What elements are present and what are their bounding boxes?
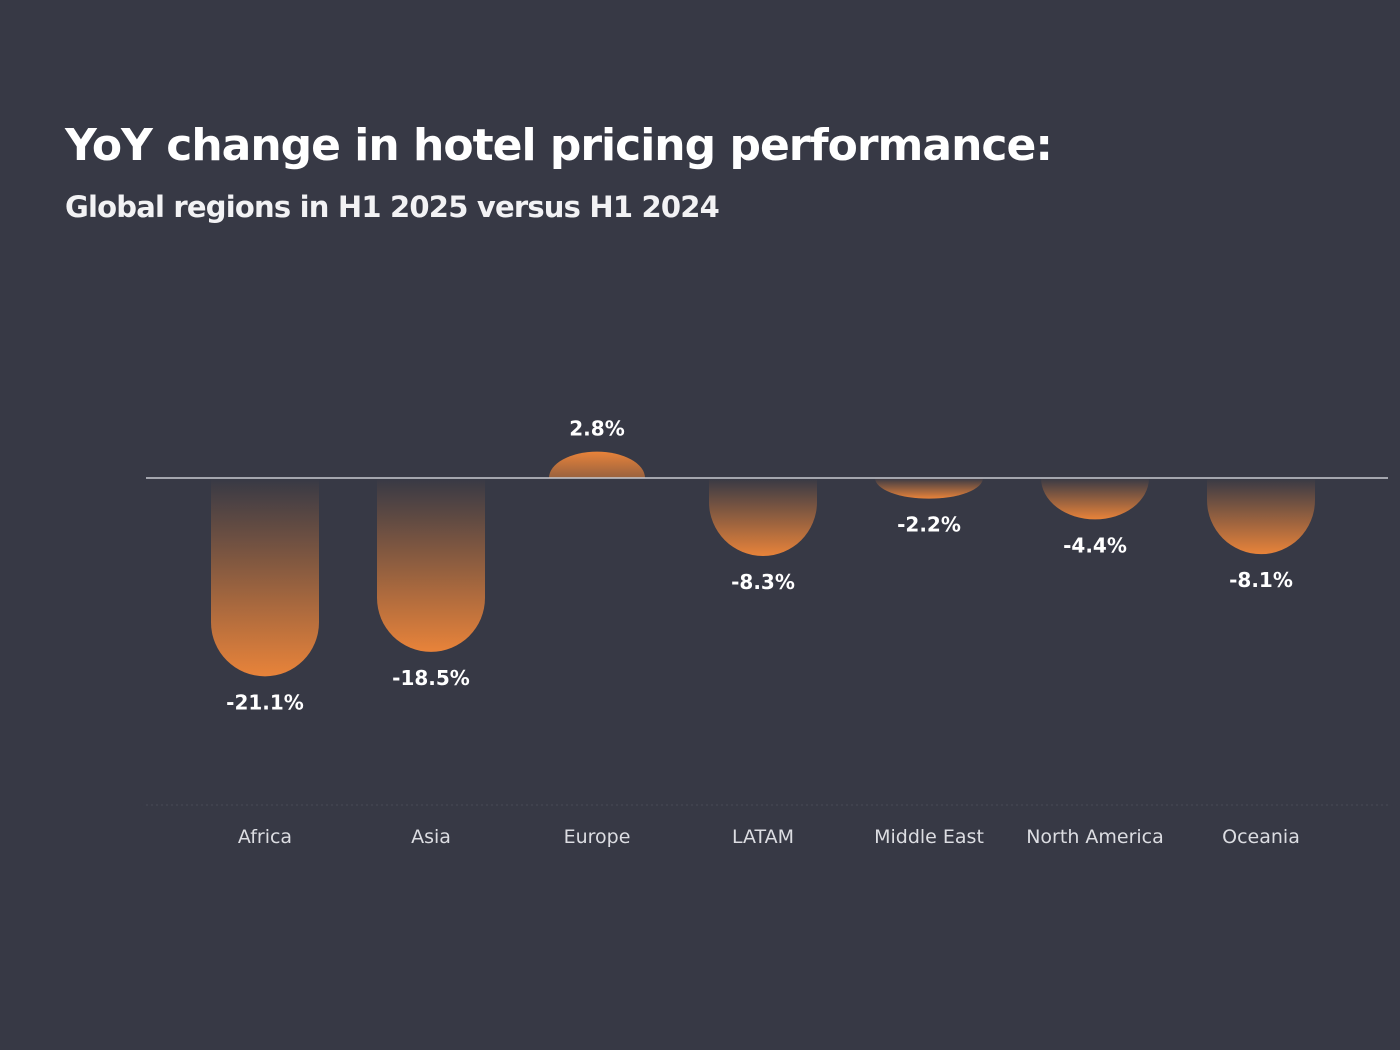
category-label-europe: Europe [564,826,631,848]
bar-north-america [1041,478,1149,520]
category-label-latam: LATAM [732,826,794,848]
bar-europe [549,451,645,478]
bar-middle-east [875,478,983,499]
value-label-asia: -18.5% [392,666,470,690]
chart-subtitle: Global regions in H1 2025 versus H1 2024 [65,190,720,224]
value-label-oceania: -8.1% [1229,568,1293,592]
category-label-north-america: North America [1026,826,1164,848]
category-label-oceania: Oceania [1222,826,1300,848]
bar-latam [709,478,817,557]
value-label-middle-east: -2.2% [897,513,961,537]
category-label-africa: Africa [238,826,292,848]
category-label-asia: Asia [411,826,451,848]
bar-africa [211,478,319,677]
chart-title: YoY change in hotel pricing performance: [65,120,1053,171]
bar-oceania [1207,478,1315,555]
value-label-north-america: -4.4% [1063,533,1127,557]
category-label-middle-east: Middle East [874,826,984,848]
value-label-latam: -8.3% [731,570,795,594]
value-label-europe: 2.8% [569,417,624,441]
value-label-africa: -21.1% [226,690,304,714]
bar-asia [377,478,485,652]
